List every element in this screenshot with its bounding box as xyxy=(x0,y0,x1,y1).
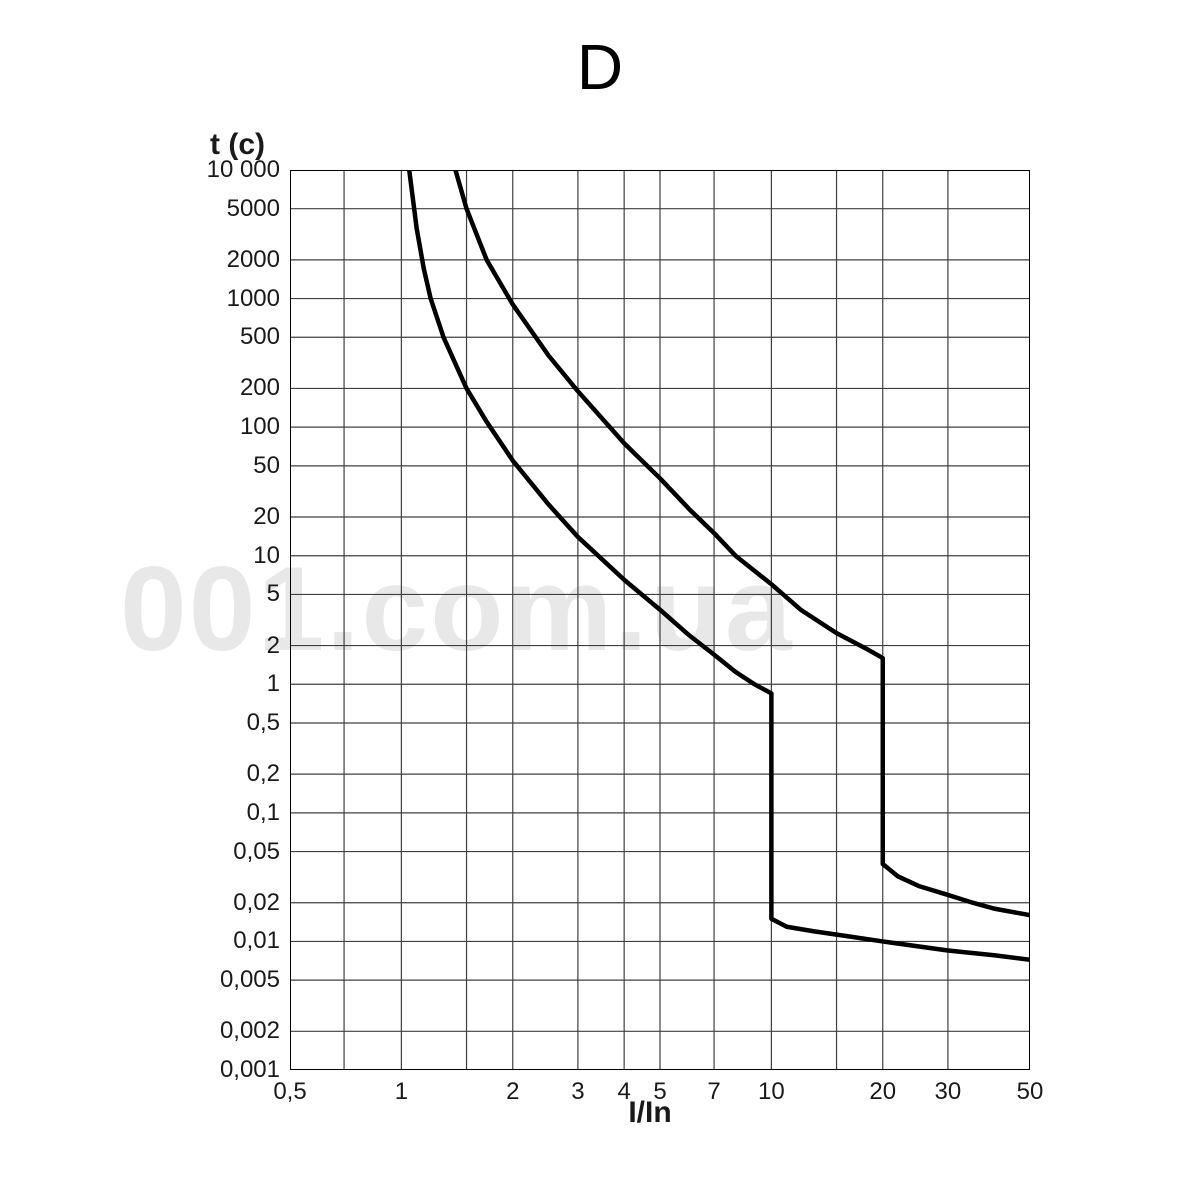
chart-svg xyxy=(290,170,1030,1070)
y-tick-label: 10 xyxy=(253,542,280,570)
chart-container: { "chart": { "type": "line", "title": "D… xyxy=(0,0,1200,1200)
y-tick-label: 0,05 xyxy=(233,838,280,866)
y-tick-label: 0,02 xyxy=(233,889,280,917)
y-tick-label: 0,01 xyxy=(233,927,280,955)
y-tick-label: 0,1 xyxy=(247,799,280,827)
y-tick-label: 500 xyxy=(240,323,280,351)
x-axis-label: I/In xyxy=(0,1096,1200,1130)
y-tick-label: 20 xyxy=(253,503,280,531)
y-tick-label: 50 xyxy=(253,452,280,480)
y-tick-label: 0,002 xyxy=(220,1017,280,1045)
chart-title: D xyxy=(0,30,1200,104)
y-tick-label: 200 xyxy=(240,374,280,402)
y-tick-label: 0,2 xyxy=(247,760,280,788)
y-tick-label: 0,5 xyxy=(247,709,280,737)
y-tick-label: 5000 xyxy=(227,195,280,223)
y-tick-label: 0,001 xyxy=(220,1056,280,1084)
y-tick-label: 2000 xyxy=(227,246,280,274)
y-tick-label: 10 000 xyxy=(207,156,280,184)
y-tick-label: 1000 xyxy=(227,285,280,313)
y-tick-label: 100 xyxy=(240,413,280,441)
y-tick-label: 0,005 xyxy=(220,966,280,994)
y-tick-label: 5 xyxy=(267,580,280,608)
y-tick-label: 1 xyxy=(267,670,280,698)
trip-curve-upper_curve xyxy=(455,170,1030,915)
y-tick-label: 2 xyxy=(267,632,280,660)
plot-area xyxy=(290,170,1030,1070)
